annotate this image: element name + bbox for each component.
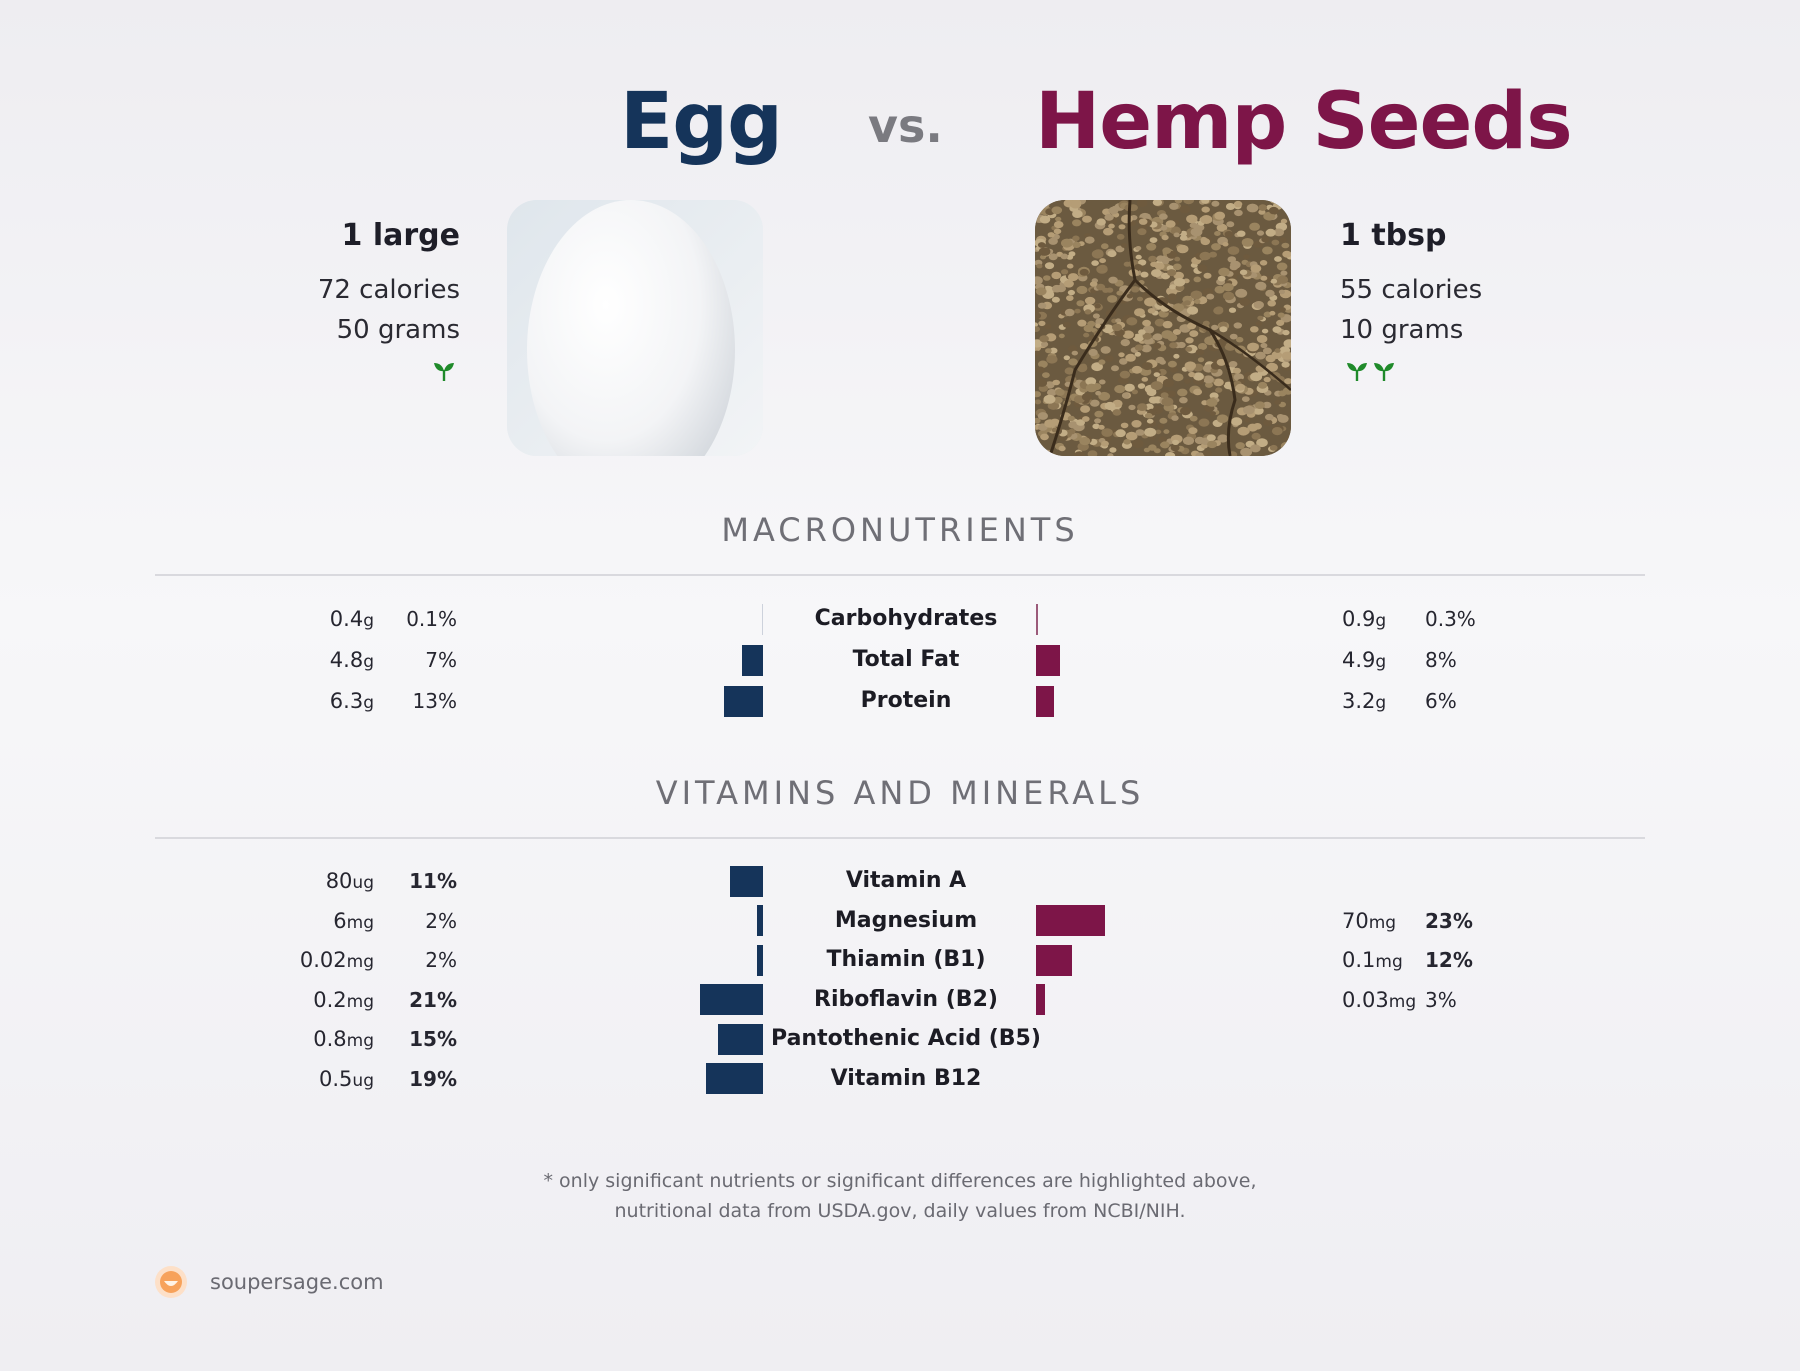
hemp-bar <box>1036 944 1072 976</box>
food-a-sprout-icons <box>432 360 462 384</box>
sprout-icon <box>432 360 456 386</box>
vitamins-heading: VITAMINS AND MINERALS <box>655 774 1145 812</box>
egg-bar <box>762 603 763 635</box>
hemp-amount: 0.9g <box>1342 607 1387 631</box>
hemp-bar <box>1036 685 1054 717</box>
egg-percent: 7% <box>425 648 457 672</box>
macronutrients-heading: MACRONUTRIENTS <box>721 511 1079 549</box>
egg-bar <box>724 685 763 717</box>
egg-bar <box>757 905 763 936</box>
food-b-title: Hemp Seeds <box>1035 77 1573 167</box>
hemp-bar <box>1036 905 1105 936</box>
food-b-calories: 55 calories <box>1340 275 1483 305</box>
hemp-bar <box>1036 644 1060 676</box>
hemp-percent: 0.3% <box>1425 607 1476 631</box>
hemp-percent: 6% <box>1425 689 1457 713</box>
hemp-percent: 12% <box>1425 948 1473 972</box>
egg-amount: 0.4g <box>329 607 374 631</box>
egg-amount: 4.8g <box>329 648 374 672</box>
egg-amount: 0.2mg <box>313 987 374 1012</box>
egg-photo <box>507 200 763 456</box>
nutrient-label: Vitamin A <box>845 868 967 893</box>
nutrient-label: Thiamin (B1) <box>826 947 986 972</box>
egg-bar <box>700 984 763 1015</box>
hemp-bar <box>1036 984 1045 1015</box>
egg-bar <box>706 1063 763 1094</box>
egg-percent: 2% <box>425 948 457 972</box>
soupersage-logo-icon <box>154 1265 188 1299</box>
egg-percent: 15% <box>409 1027 457 1051</box>
food-a-serving: 1 large <box>341 218 460 253</box>
egg-amount: 0.02mg <box>299 948 374 972</box>
egg-amount: 80ug <box>325 869 374 893</box>
hemp-amount: 3.2g <box>1342 689 1387 713</box>
egg-amount: 6.3g <box>329 689 374 713</box>
nutrient-label: Carbohydrates <box>814 606 998 631</box>
food-a-grams: 50 grams <box>336 315 460 345</box>
egg-percent: 19% <box>409 1066 457 1091</box>
egg-bar <box>718 1023 763 1055</box>
egg-bar <box>730 865 763 897</box>
macronutrients-divider <box>155 574 1645 576</box>
footnote-line-2: nutritional data from USDA.gov, daily va… <box>614 1200 1186 1222</box>
hemp-percent: 23% <box>1425 908 1473 933</box>
food-a-title: Egg <box>620 77 783 167</box>
vs-label: vs. <box>868 99 943 153</box>
egg-amount: 0.5ug <box>319 1066 374 1091</box>
vitamins-divider <box>155 837 1645 839</box>
nutrient-label: Pantothenic Acid (B5) <box>771 1026 1041 1051</box>
nutrient-label: Total Fat <box>852 647 960 672</box>
site-link[interactable]: soupersage.com <box>210 1270 384 1294</box>
egg-percent: 2% <box>425 908 457 933</box>
footnote-line-1: * only significant nutrients or signific… <box>543 1170 1257 1192</box>
hemp-seeds-photo <box>1035 200 1291 456</box>
egg-percent: 0.1% <box>406 607 457 631</box>
egg-bar <box>742 644 763 676</box>
food-b-sprout-icons <box>1345 360 1405 384</box>
food-b-grams: 10 grams <box>1340 315 1464 345</box>
hemp-amount: 0.03mg <box>1342 987 1417 1012</box>
egg-percent: 11% <box>409 869 457 893</box>
egg-amount: 0.8mg <box>313 1027 374 1051</box>
egg-percent: 13% <box>412 689 457 713</box>
nutrient-label: Protein <box>860 688 952 713</box>
nutrient-label: Magnesium <box>834 907 978 933</box>
food-b-serving: 1 tbsp <box>1340 218 1447 253</box>
nutrient-label: Vitamin B12 <box>830 1065 982 1091</box>
sprout-icon <box>1345 360 1369 386</box>
egg-bar <box>757 944 763 976</box>
hemp-percent: 8% <box>1425 648 1457 672</box>
hemp-amount: 4.9g <box>1342 648 1387 672</box>
hemp-amount: 0.1mg <box>1342 948 1403 972</box>
hemp-bar <box>1036 603 1038 635</box>
food-a-calories: 72 calories <box>317 275 460 305</box>
sprout-icon <box>1372 360 1396 386</box>
egg-amount: 6mg <box>333 908 374 933</box>
egg-percent: 21% <box>409 987 457 1012</box>
hemp-amount: 70mg <box>1342 908 1397 933</box>
hemp-percent: 3% <box>1425 987 1457 1012</box>
nutrient-label: Riboflavin (B2) <box>814 986 998 1012</box>
